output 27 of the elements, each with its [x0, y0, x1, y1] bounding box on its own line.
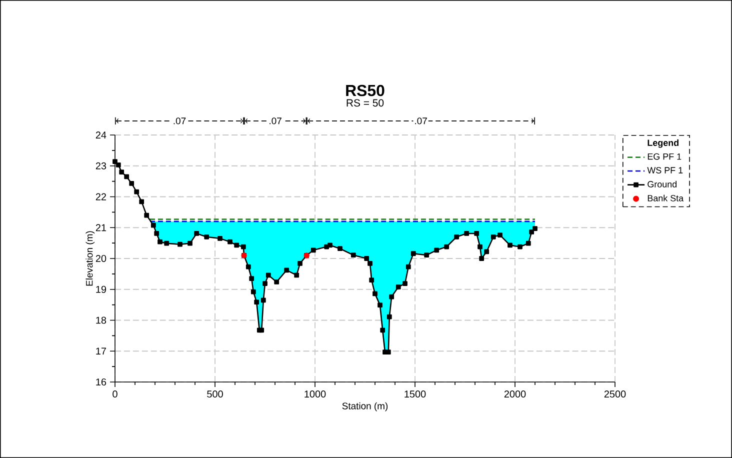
text: .07	[415, 118, 427, 124]
legend-title: Legend	[648, 139, 678, 148]
y-tick-label: 20	[96, 254, 106, 262]
x-tick-label: 500	[207, 390, 223, 398]
x-axis-title: Station (m)	[342, 402, 388, 412]
text: .07	[174, 118, 186, 124]
y-axis-title: Elevation (m)	[86, 231, 95, 286]
x-tick-label: 1000	[304, 390, 326, 398]
y-tick-label: 17	[96, 348, 106, 355]
legend-label: EG PF 1	[648, 153, 682, 160]
legend-label: Bank Sta	[648, 194, 684, 202]
y-tick-label: 19	[96, 286, 106, 293]
y-tick-label: 22	[96, 193, 106, 200]
y-tick-label: 23	[96, 162, 106, 170]
y-tick-label: 16	[96, 378, 106, 386]
chart-title: RS50	[346, 84, 384, 96]
text: RS = 50	[346, 99, 384, 107]
y-tick-label: 24	[96, 132, 106, 138]
x-tick-label: 2000	[504, 390, 526, 398]
legend-label: WS PF 1	[647, 167, 683, 174]
y-tick-label: 18	[96, 316, 106, 324]
x-tick-label: 0	[112, 390, 118, 398]
y-tick-label: 21	[96, 224, 106, 232]
x-tick-label: 2500	[604, 390, 626, 398]
x-tick-label: 1500	[404, 390, 426, 398]
legend-label: Ground	[648, 180, 677, 188]
text: .07	[270, 118, 282, 124]
